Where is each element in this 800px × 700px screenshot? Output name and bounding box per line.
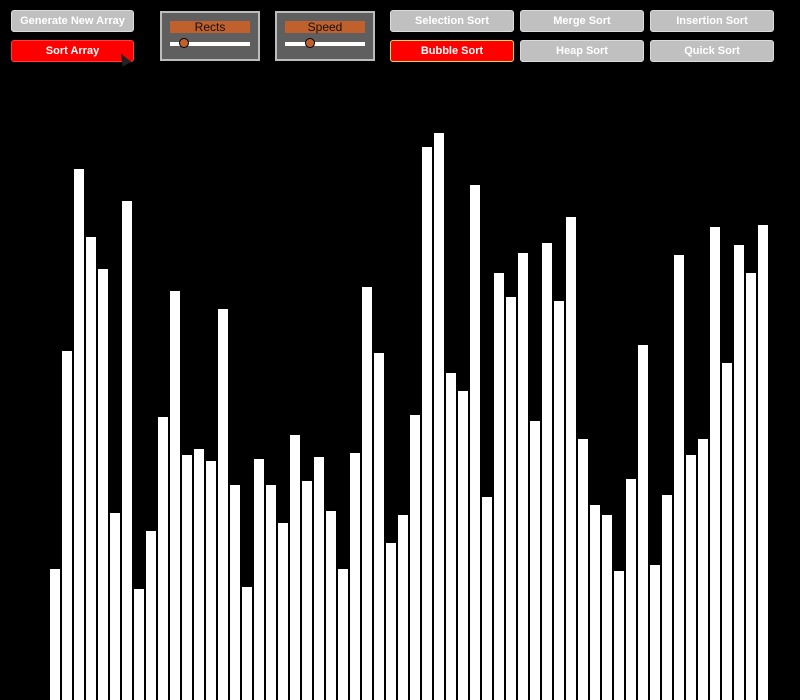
heap-sort-button[interactable]: Heap Sort bbox=[520, 40, 644, 62]
array-bar bbox=[338, 569, 348, 700]
array-bar bbox=[542, 243, 552, 700]
array-bar bbox=[470, 185, 480, 700]
array-bar bbox=[230, 485, 240, 700]
array-bar bbox=[554, 301, 564, 700]
selection-sort-button[interactable]: Selection Sort bbox=[390, 10, 514, 32]
sort-array-button[interactable]: Sort Array bbox=[11, 40, 134, 62]
array-bar bbox=[50, 569, 60, 700]
speed-slider-panel: Speed bbox=[275, 11, 375, 61]
array-bar bbox=[374, 353, 384, 700]
array-bar bbox=[182, 455, 192, 700]
merge-sort-button[interactable]: Merge Sort bbox=[520, 10, 644, 32]
array-bar bbox=[290, 435, 300, 700]
array-bar bbox=[194, 449, 204, 700]
array-bar bbox=[242, 587, 252, 700]
array-bar bbox=[266, 485, 276, 700]
rects-slider-label: Rects bbox=[170, 21, 250, 34]
array-bar bbox=[254, 459, 264, 700]
array-bar bbox=[446, 373, 456, 700]
array-bar bbox=[350, 453, 360, 700]
array-bar bbox=[530, 421, 540, 700]
array-bar bbox=[302, 481, 312, 700]
array-bar bbox=[170, 291, 180, 700]
bubble-sort-button[interactable]: Bubble Sort bbox=[390, 40, 514, 62]
array-bar bbox=[122, 201, 132, 700]
speed-slider-knob[interactable] bbox=[304, 38, 315, 48]
array-bar bbox=[362, 287, 372, 700]
array-bar bbox=[638, 345, 648, 700]
rects-slider-knob[interactable] bbox=[178, 38, 189, 48]
array-bar bbox=[734, 245, 744, 700]
array-bar bbox=[698, 439, 708, 700]
speed-slider-label: Speed bbox=[285, 21, 365, 34]
array-bar bbox=[686, 455, 696, 700]
array-bar bbox=[86, 237, 96, 700]
array-bar bbox=[326, 511, 336, 700]
array-bar bbox=[566, 217, 576, 700]
array-bar bbox=[710, 227, 720, 700]
array-bar bbox=[590, 505, 600, 700]
quick-sort-button[interactable]: Quick Sort bbox=[650, 40, 774, 62]
array-bar bbox=[614, 571, 624, 700]
array-bar bbox=[410, 415, 420, 700]
array-bar bbox=[494, 273, 504, 700]
array-bar bbox=[134, 589, 144, 700]
array-bar bbox=[458, 391, 468, 700]
array-bar bbox=[158, 417, 168, 700]
array-bar bbox=[74, 169, 84, 700]
array-bar bbox=[98, 269, 108, 700]
array-bar bbox=[278, 523, 288, 700]
array-bar bbox=[218, 309, 228, 700]
array-bar bbox=[386, 543, 396, 700]
insertion-sort-button[interactable]: Insertion Sort bbox=[650, 10, 774, 32]
speed-slider-track[interactable] bbox=[285, 38, 365, 48]
rects-slider-panel: Rects bbox=[160, 11, 260, 61]
array-bar bbox=[722, 363, 732, 700]
array-bar bbox=[506, 297, 516, 700]
array-bar bbox=[626, 479, 636, 700]
array-bar bbox=[434, 133, 444, 700]
array-bar bbox=[62, 351, 72, 700]
rects-slider-track[interactable] bbox=[170, 38, 250, 48]
array-bar bbox=[398, 515, 408, 700]
array-bar bbox=[110, 513, 120, 700]
array-bar bbox=[518, 253, 528, 700]
array-bar bbox=[422, 147, 432, 700]
array-bar bbox=[662, 495, 672, 700]
array-bar bbox=[746, 273, 756, 700]
generate-new-array-button[interactable]: Generate New Array bbox=[11, 10, 134, 32]
array-bar bbox=[206, 461, 216, 700]
array-bar bbox=[482, 497, 492, 700]
array-bar bbox=[314, 457, 324, 700]
array-bar bbox=[578, 439, 588, 700]
array-bar bbox=[146, 531, 156, 700]
array-bar bbox=[758, 225, 768, 700]
array-bar bbox=[650, 565, 660, 700]
array-bar bbox=[602, 515, 612, 700]
array-bar bbox=[674, 255, 684, 700]
